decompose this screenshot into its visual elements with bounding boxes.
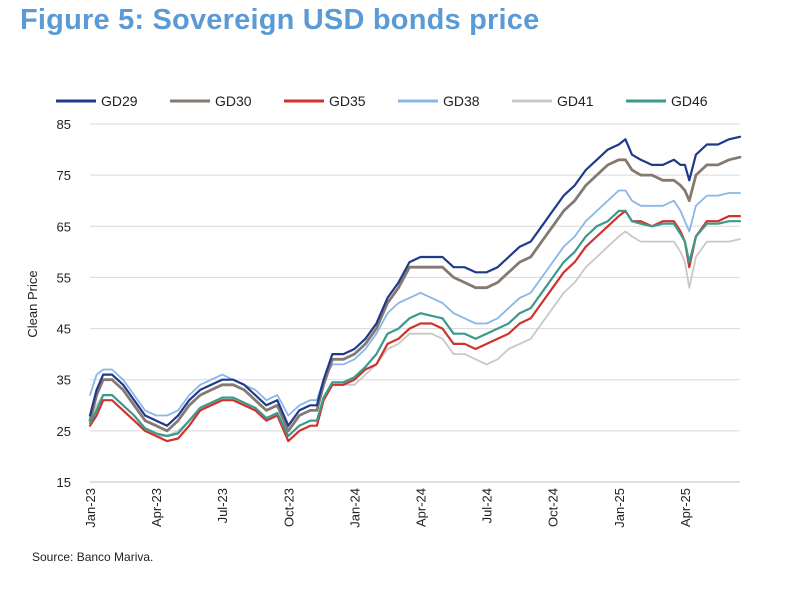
x-tick-label: Jan-23	[83, 488, 98, 528]
y-tick-label: 65	[57, 219, 71, 234]
series-line-gd29	[88, 135, 742, 427]
series-line-gd30	[88, 155, 742, 433]
y-tick-label: 15	[57, 475, 71, 490]
x-tick-label: Oct-24	[546, 488, 561, 527]
x-tick-label: Jan-25	[612, 488, 627, 528]
y-tick-label: 85	[57, 117, 71, 132]
figure-title: Figure 5: Sovereign USD bonds price	[20, 4, 540, 36]
y-tick-label: 45	[57, 322, 71, 337]
x-tick-label: Apr-24	[414, 488, 429, 527]
y-tick-label: 75	[57, 168, 71, 183]
x-tick-label: Jul-23	[215, 488, 230, 523]
series-line-gd46	[88, 209, 742, 438]
x-tick-label: Jul-24	[480, 488, 495, 523]
legend-label-gd30: GD30	[215, 93, 252, 109]
legend-label-gd38: GD38	[443, 93, 480, 109]
x-axis: Jan-23 Apr-23 Jul-23 Oct-23 Jan-24 Apr-24 Jul-…	[83, 481, 740, 528]
y-axis: 15 25 35 45 55 65 75 85	[57, 117, 71, 490]
legend-label-gd35: GD35	[329, 93, 366, 109]
x-tick-label: Oct-23	[281, 488, 296, 527]
y-tick-label: 55	[57, 270, 71, 285]
y-tick-label: 35	[57, 373, 71, 388]
series-line-gd38	[89, 189, 741, 417]
y-axis-title: Clean Price	[25, 270, 40, 337]
x-tick-label: Jan-24	[347, 488, 362, 528]
legend-label-gd29: GD29	[101, 93, 138, 109]
series-lines	[88, 135, 742, 443]
gridlines	[90, 123, 740, 432]
legend-label-gd41: GD41	[557, 93, 594, 109]
y-tick-label: 25	[57, 424, 71, 439]
source-note: Source: Banco Mariva.	[32, 550, 154, 564]
x-tick-label: Apr-25	[678, 488, 693, 527]
legend: GD29 GD30 GD35 GD38 GD41 GD46	[56, 93, 708, 109]
series-line-gd35	[88, 209, 742, 443]
x-tick-label: Apr-23	[149, 488, 164, 527]
legend-label-gd46: GD46	[671, 93, 708, 109]
